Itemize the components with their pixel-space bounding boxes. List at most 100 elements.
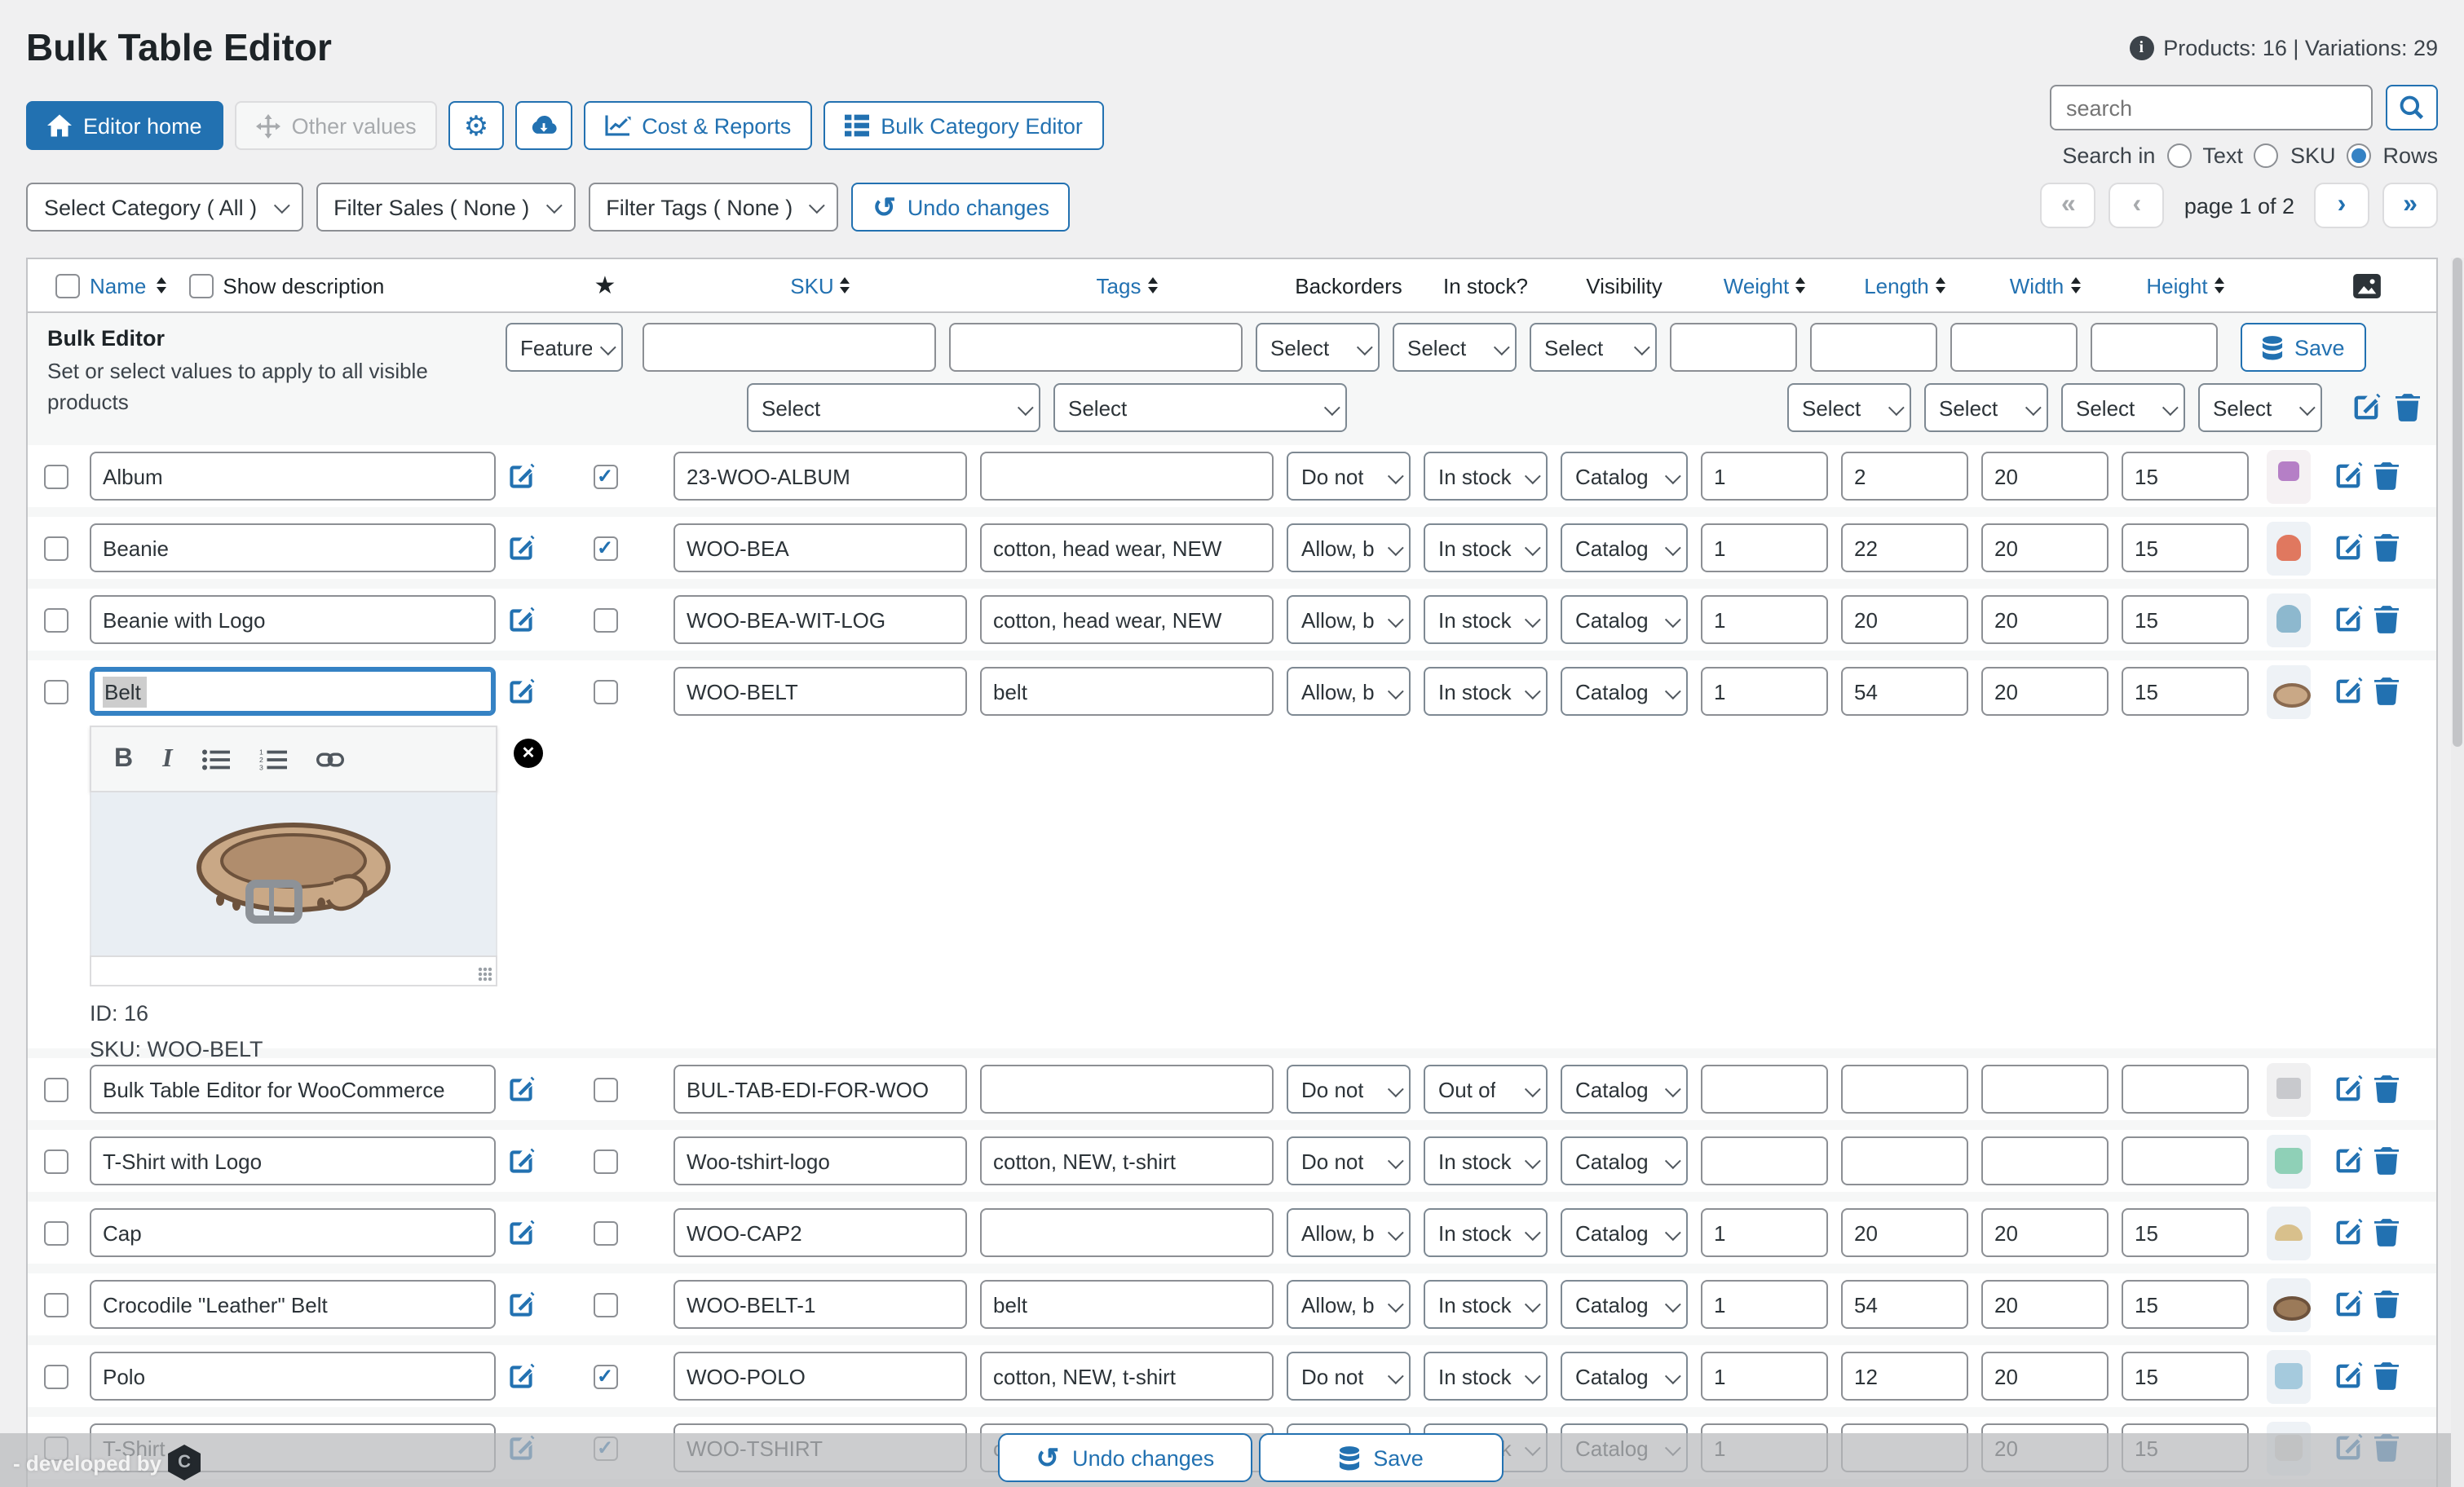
- bulk-stock-select[interactable]: Select: [1393, 323, 1517, 372]
- visibility-select[interactable]: Catalog: [1561, 595, 1688, 644]
- radio-text[interactable]: [2166, 143, 2192, 168]
- bulk-visibility-select[interactable]: Select: [1530, 323, 1657, 372]
- last-page-button[interactable]: »: [2382, 183, 2438, 228]
- length-input[interactable]: [1841, 1065, 1968, 1114]
- edit-name-icon[interactable]: [507, 606, 535, 633]
- product-name-input[interactable]: [90, 523, 496, 572]
- visibility-select[interactable]: Catalog: [1561, 667, 1688, 716]
- scrollbar-thumb[interactable]: [2453, 258, 2462, 747]
- tags-input[interactable]: [980, 1065, 1274, 1114]
- settings-button[interactable]: ⚙: [448, 101, 504, 150]
- export-button[interactable]: [514, 101, 572, 150]
- undo-changes-button[interactable]: ↺ Undo changes: [851, 183, 1071, 232]
- bulk-tag-select[interactable]: Select: [1053, 383, 1347, 432]
- length-input[interactable]: [1841, 1208, 1968, 1257]
- length-input[interactable]: [1841, 523, 1968, 572]
- edit-name-icon[interactable]: [507, 534, 535, 562]
- featured-checkbox[interactable]: [593, 464, 617, 488]
- height-input[interactable]: [2122, 1280, 2249, 1329]
- sort-tags-header[interactable]: Tags: [1096, 273, 1141, 298]
- row-select-checkbox[interactable]: [44, 1364, 68, 1388]
- delete-row-icon[interactable]: [2374, 677, 2399, 706]
- product-name-input[interactable]: [90, 595, 496, 644]
- height-input[interactable]: [2122, 1136, 2249, 1185]
- first-page-button[interactable]: «: [2040, 183, 2096, 228]
- next-page-button[interactable]: ›: [2314, 183, 2369, 228]
- backorders-select[interactable]: Allow, b: [1287, 1280, 1411, 1329]
- product-name-input[interactable]: [90, 667, 496, 716]
- length-input[interactable]: [1841, 1352, 1968, 1401]
- row-select-checkbox[interactable]: [44, 1220, 68, 1245]
- edit-name-icon[interactable]: [507, 462, 535, 490]
- sku-input[interactable]: [673, 1065, 967, 1114]
- other-values-button[interactable]: Other values: [234, 101, 438, 150]
- edit-row-icon[interactable]: [2334, 677, 2363, 706]
- tags-input[interactable]: [980, 595, 1274, 644]
- sku-input[interactable]: [673, 1208, 967, 1257]
- weight-input[interactable]: [1701, 1208, 1828, 1257]
- edit-row-icon[interactable]: [2334, 605, 2363, 634]
- stock-select[interactable]: In stock: [1424, 667, 1548, 716]
- featured-checkbox[interactable]: [593, 1077, 617, 1101]
- product-thumbnail[interactable]: [2266, 1206, 2310, 1260]
- row-select-checkbox[interactable]: [44, 1292, 68, 1317]
- bottom-save-button[interactable]: Save: [1259, 1433, 1504, 1482]
- radio-sku[interactable]: [2254, 143, 2279, 168]
- sort-sku-header[interactable]: SKU: [790, 273, 834, 298]
- prev-page-button[interactable]: ‹: [2109, 183, 2165, 228]
- bulk-height-input[interactable]: [2091, 323, 2218, 372]
- featured-checkbox[interactable]: [593, 1220, 617, 1245]
- bold-button[interactable]: B: [114, 744, 134, 772]
- bulk-sku-input[interactable]: [642, 323, 936, 372]
- product-name-input[interactable]: [90, 1208, 496, 1257]
- sku-input[interactable]: [673, 1136, 967, 1185]
- delete-row-icon[interactable]: [2374, 1218, 2399, 1247]
- weight-input[interactable]: [1701, 1136, 1828, 1185]
- stock-select[interactable]: In stock: [1424, 523, 1548, 572]
- visibility-select[interactable]: Catalog: [1561, 1136, 1688, 1185]
- edit-name-icon[interactable]: [507, 1362, 535, 1390]
- cost-reports-button[interactable]: Cost & Reports: [583, 101, 813, 150]
- product-thumbnail[interactable]: [2266, 1062, 2310, 1116]
- width-input[interactable]: [1981, 667, 2109, 716]
- weight-input[interactable]: [1701, 523, 1828, 572]
- search-input[interactable]: [2050, 85, 2373, 130]
- featured-checkbox[interactable]: [593, 1292, 617, 1317]
- height-input[interactable]: [2122, 523, 2249, 572]
- tags-input[interactable]: [980, 1280, 1274, 1329]
- search-button[interactable]: [2386, 85, 2438, 130]
- height-input[interactable]: [2122, 452, 2249, 501]
- edit-name-icon[interactable]: [507, 1147, 535, 1175]
- bulk-weight-input[interactable]: [1670, 323, 1797, 372]
- tags-input[interactable]: [980, 452, 1274, 501]
- delete-row-icon[interactable]: [2374, 1361, 2399, 1391]
- featured-checkbox[interactable]: [593, 1149, 617, 1173]
- product-thumbnail[interactable]: [2266, 449, 2310, 503]
- stock-select[interactable]: In stock: [1424, 595, 1548, 644]
- bulk-backorders-select[interactable]: Select: [1256, 323, 1380, 372]
- row-select-checkbox[interactable]: [44, 679, 68, 704]
- bulk-delete-icon[interactable]: [2396, 393, 2420, 422]
- row-select-checkbox[interactable]: [44, 536, 68, 560]
- backorders-select[interactable]: Do not: [1287, 1136, 1411, 1185]
- category-filter-select[interactable]: Select Category ( All ): [26, 183, 303, 232]
- edit-row-icon[interactable]: [2334, 1074, 2363, 1104]
- tags-input[interactable]: [980, 1136, 1274, 1185]
- sort-height-header[interactable]: Height: [2146, 273, 2208, 298]
- product-thumbnail[interactable]: [2266, 593, 2310, 646]
- length-input[interactable]: [1841, 452, 1968, 501]
- product-thumbnail[interactable]: [2266, 1277, 2310, 1331]
- backorders-select[interactable]: Do not: [1287, 1065, 1411, 1114]
- edit-name-icon[interactable]: [507, 1075, 535, 1103]
- bulk-length-input[interactable]: [1810, 323, 1937, 372]
- resize-grip[interactable]: [478, 967, 492, 982]
- length-input[interactable]: [1841, 595, 1968, 644]
- width-input[interactable]: [1981, 523, 2109, 572]
- weight-input[interactable]: [1701, 1280, 1828, 1329]
- tags-filter-select[interactable]: Filter Tags ( None ): [588, 183, 839, 232]
- height-input[interactable]: [2122, 667, 2249, 716]
- bottom-undo-button[interactable]: ↺ Undo changes: [998, 1433, 1252, 1482]
- product-thumbnail[interactable]: [2266, 521, 2310, 575]
- link-icon[interactable]: [316, 751, 344, 767]
- product-name-input[interactable]: [90, 1136, 496, 1185]
